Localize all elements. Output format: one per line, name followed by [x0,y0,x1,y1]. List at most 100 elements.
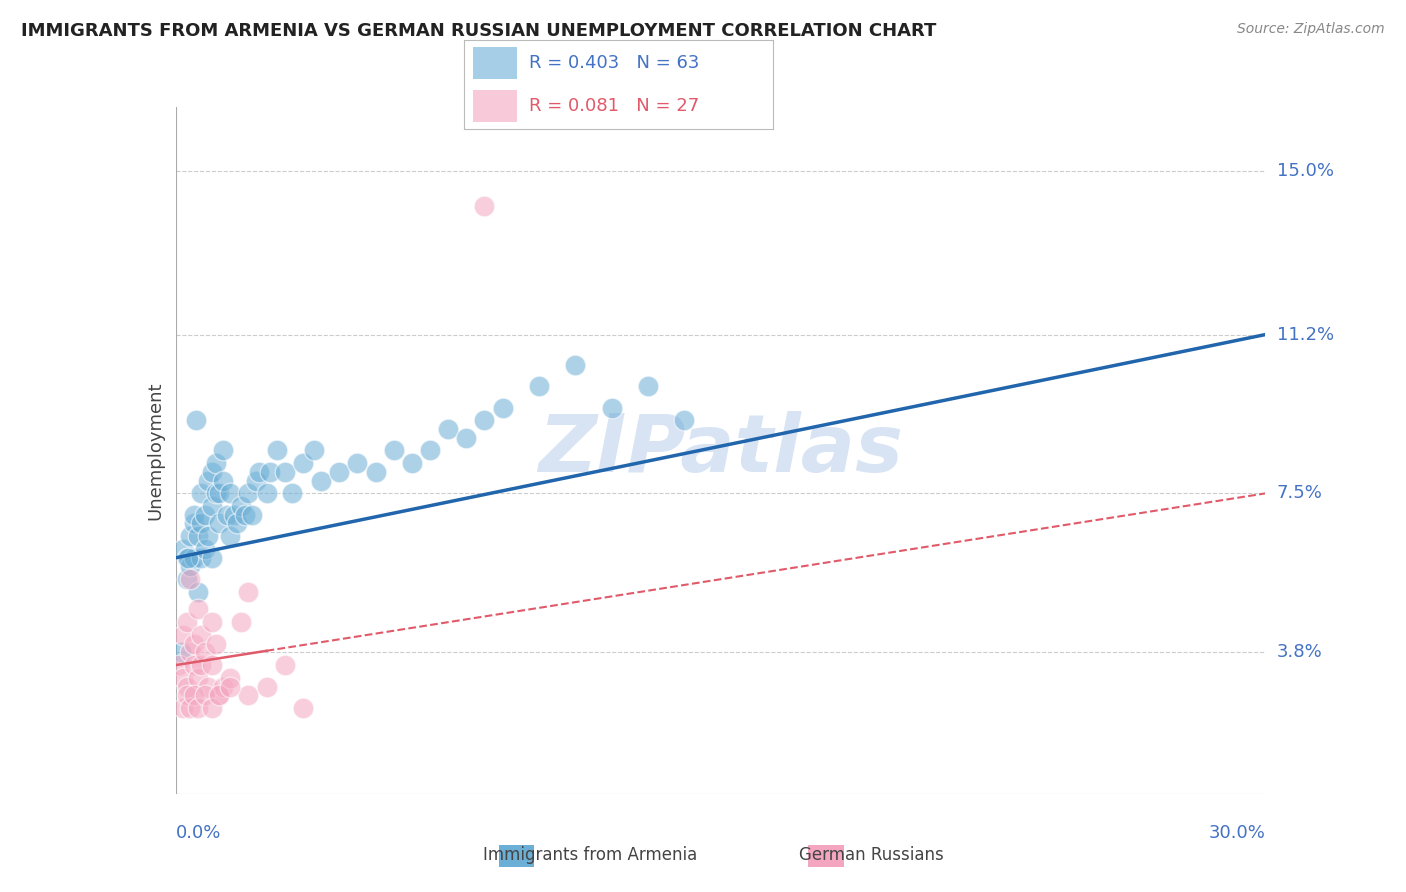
Point [233,508,256,522]
Point [197,474,219,488]
Bar [474,90,516,122]
Point [183,516,205,531]
Point [183,637,205,651]
Point [238,688,260,702]
Point [346,456,368,470]
Point [201,701,224,715]
Point [256,680,278,694]
Text: 30.0%: 30.0% [1209,824,1265,842]
Point [437,422,460,436]
Point [222,508,245,522]
Point [201,550,224,565]
Point [215,508,238,522]
Text: Immigrants from Armenia: Immigrants from Armenia [484,846,697,863]
Point [186,585,209,599]
Point [274,658,297,673]
Point [208,688,231,702]
Text: 11.2%: 11.2% [1277,326,1334,343]
Point [527,379,550,393]
Point [172,671,194,685]
Point [194,688,217,702]
Point [204,637,226,651]
Point [197,529,219,543]
Text: R = 0.081   N = 27: R = 0.081 N = 27 [529,97,699,115]
Point [274,465,297,479]
Point [291,456,314,470]
Point [204,486,226,500]
Point [179,701,201,715]
Point [212,474,235,488]
Text: 15.0%: 15.0% [1277,162,1333,180]
Point [328,465,350,479]
Point [238,486,260,500]
Point [401,456,423,470]
Point [183,550,205,565]
Point [176,680,198,694]
Point [186,602,209,616]
Point [419,443,441,458]
Point [176,572,198,586]
Point [194,542,217,557]
Point [172,628,194,642]
Point [245,474,267,488]
Point [177,550,200,565]
Point [194,508,217,522]
Point [474,413,496,427]
Point [212,680,235,694]
Point [186,671,209,685]
Point [201,500,224,514]
Text: 3.8%: 3.8% [1277,643,1322,661]
Point [190,658,212,673]
Bar [474,47,516,79]
Point [179,572,201,586]
Point [201,615,224,630]
Point [564,358,586,372]
Point [201,465,224,479]
Point [600,401,623,415]
Point [208,688,231,702]
Point [492,401,515,415]
Point [186,529,209,543]
Text: R = 0.403   N = 63: R = 0.403 N = 63 [529,54,699,72]
Point [382,443,405,458]
Point [637,379,659,393]
Text: ZIPatlas: ZIPatlas [538,411,903,490]
Point [176,550,198,565]
Text: Source: ZipAtlas.com: Source: ZipAtlas.com [1237,22,1385,37]
Point [197,680,219,694]
Point [219,680,242,694]
Point [190,628,212,642]
Point [183,688,205,702]
Point [212,443,235,458]
Text: German Russians: German Russians [800,846,943,863]
Point [219,529,242,543]
Point [259,465,281,479]
Point [456,431,478,445]
Point [183,658,205,673]
Point [208,516,231,531]
Point [474,199,496,213]
Point [201,658,224,673]
Point [673,413,696,427]
Point [247,465,270,479]
Point [291,701,314,715]
Point [172,542,194,557]
Point [266,443,288,458]
Point [190,550,212,565]
Point [179,559,201,574]
Point [208,486,231,500]
Point [302,443,325,458]
Point [226,516,249,531]
Y-axis label: Unemployment: Unemployment [146,381,165,520]
Text: 0.0%: 0.0% [176,824,221,842]
Point [169,658,191,673]
Point [219,671,242,685]
Point [186,701,209,715]
Point [176,688,198,702]
Point [238,585,260,599]
Point [190,486,212,500]
Point [172,701,194,715]
Point [231,615,253,630]
Point [176,615,198,630]
Point [281,486,304,500]
